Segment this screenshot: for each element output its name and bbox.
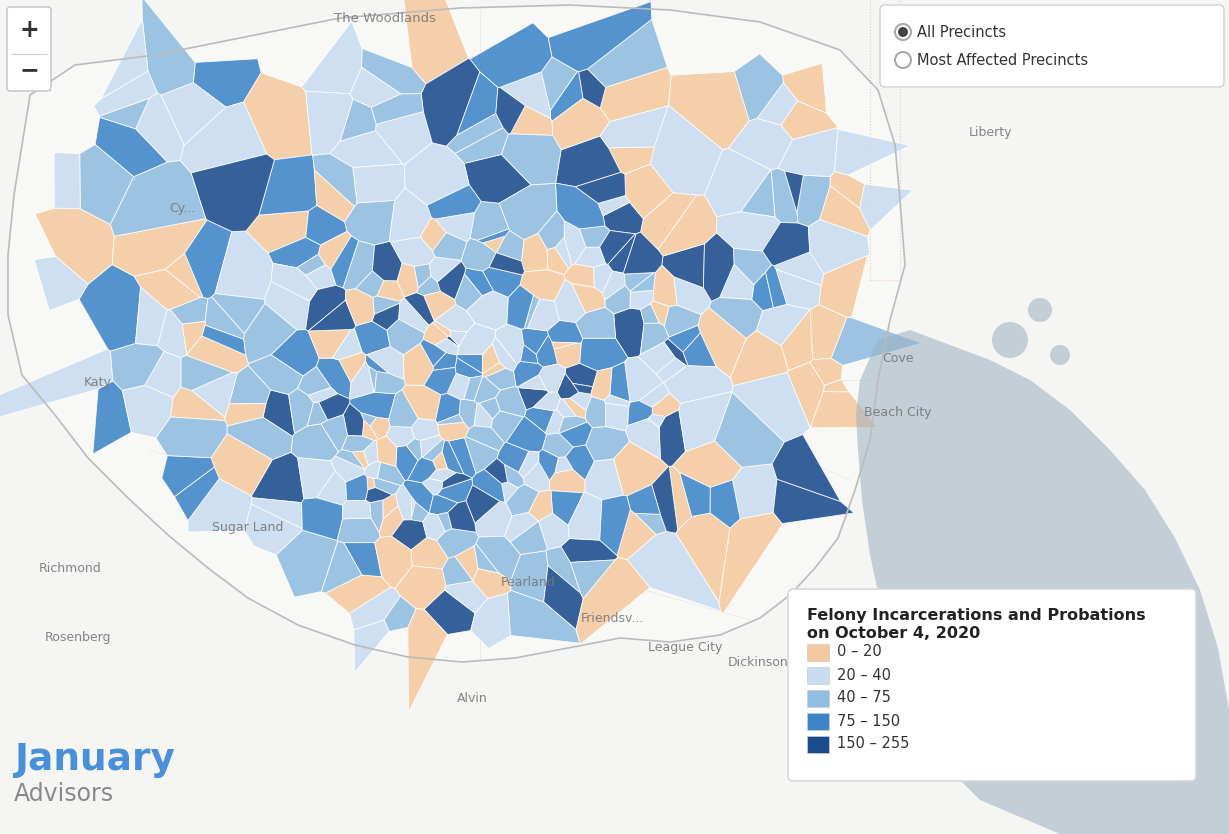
FancyBboxPatch shape bbox=[788, 589, 1196, 781]
Text: Pearland: Pearland bbox=[500, 575, 556, 589]
Text: Cy...: Cy... bbox=[168, 202, 195, 214]
Text: January: January bbox=[14, 742, 175, 778]
Text: Dickinson: Dickinson bbox=[728, 656, 788, 669]
Text: 75 – 150: 75 – 150 bbox=[837, 714, 900, 729]
FancyBboxPatch shape bbox=[807, 713, 830, 730]
Text: Beach City: Beach City bbox=[864, 405, 932, 419]
FancyBboxPatch shape bbox=[807, 736, 830, 753]
Text: 150 – 255: 150 – 255 bbox=[837, 736, 909, 751]
FancyBboxPatch shape bbox=[807, 690, 830, 707]
Text: Cove: Cove bbox=[882, 351, 913, 364]
Text: League City: League City bbox=[648, 641, 723, 655]
Circle shape bbox=[1050, 345, 1070, 365]
Circle shape bbox=[895, 24, 911, 40]
FancyBboxPatch shape bbox=[807, 644, 830, 661]
Text: Rosenberg: Rosenberg bbox=[44, 631, 112, 645]
Circle shape bbox=[895, 52, 911, 68]
Text: Most Affected Precincts: Most Affected Precincts bbox=[917, 53, 1088, 68]
FancyBboxPatch shape bbox=[880, 5, 1224, 87]
Text: Katy: Katy bbox=[84, 375, 112, 389]
Text: Friendsv...: Friendsv... bbox=[580, 611, 644, 625]
Circle shape bbox=[898, 27, 908, 37]
Text: Advisors: Advisors bbox=[14, 782, 114, 806]
Text: +: + bbox=[20, 18, 39, 42]
Circle shape bbox=[992, 322, 1027, 358]
Text: Sugar Land: Sugar Land bbox=[213, 521, 284, 535]
Polygon shape bbox=[857, 330, 1229, 834]
Text: 0 – 20: 0 – 20 bbox=[837, 645, 881, 660]
Text: 40 – 75: 40 – 75 bbox=[837, 691, 891, 706]
Text: 20 – 40: 20 – 40 bbox=[837, 667, 891, 682]
Text: on October 4, 2020: on October 4, 2020 bbox=[807, 626, 981, 641]
Polygon shape bbox=[9, 5, 905, 662]
Text: Alvin: Alvin bbox=[457, 691, 488, 705]
FancyBboxPatch shape bbox=[7, 7, 50, 91]
Text: Felony Incarcerations and Probations: Felony Incarcerations and Probations bbox=[807, 608, 1145, 623]
Text: Richmond: Richmond bbox=[38, 561, 101, 575]
Text: Liberty: Liberty bbox=[968, 125, 1011, 138]
FancyBboxPatch shape bbox=[807, 667, 830, 684]
Text: All Precincts: All Precincts bbox=[917, 24, 1007, 39]
Text: −: − bbox=[20, 58, 39, 82]
Circle shape bbox=[1027, 298, 1052, 322]
Text: The Woodlands: The Woodlands bbox=[334, 12, 436, 24]
